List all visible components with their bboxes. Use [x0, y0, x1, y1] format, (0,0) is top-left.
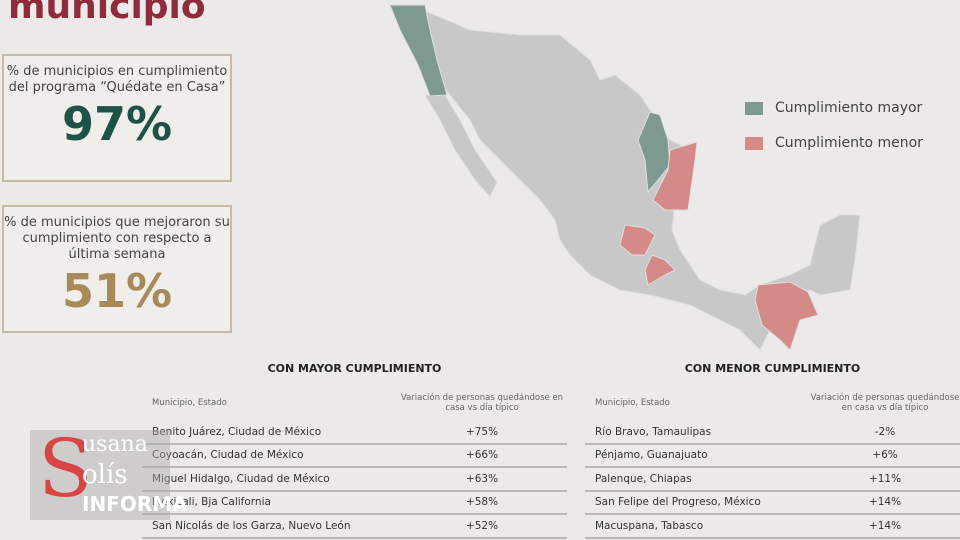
watermark-logo: S usana olís INFORMA	[30, 424, 188, 520]
legend-swatch	[745, 101, 763, 115]
cell: Mexicali, Bja California	[152, 496, 271, 509]
table-header: Municipio, Estado Variación de personas …	[585, 385, 960, 421]
table-row: Macuspana, Tabasco +14%	[585, 515, 960, 539]
cell: -2%	[874, 425, 896, 438]
cell: Río Bravo, Tamaulipas	[595, 425, 712, 438]
map-tamaulipas	[652, 141, 698, 211]
cell: Coyoacán, Ciudad de México	[152, 449, 304, 462]
table-menor-cumplimiento: CON MENOR CUMPLIMIENTO Municipio, Estado…	[585, 362, 960, 539]
table-title: CON MENOR CUMPLIMIENTO	[684, 362, 861, 375]
table-mayor-cumplimiento: CON MAYOR CUMPLIMIENTO Municipio, Estado…	[142, 362, 567, 539]
legend-item-menor: Cumplimiento menor	[745, 135, 923, 151]
legend-swatch	[745, 136, 763, 150]
cell: Miguel Hidalgo, Ciudad de México	[152, 472, 330, 485]
column-header: Municipio, Estado	[595, 398, 670, 408]
stat-label: % de municipios en cumplimiento del prog…	[6, 64, 228, 95]
cell: Pénjamo, Guanajuato	[595, 449, 708, 462]
table-title: CON MAYOR CUMPLIMIENTO	[267, 362, 442, 375]
table-row: Río Bravo, Tamaulipas -2%	[585, 421, 960, 445]
cell: +6%	[872, 449, 898, 462]
watermark-text: usana	[82, 432, 148, 457]
watermark-initial: S	[38, 422, 93, 515]
stat-card-compliance: % de municipios en cumplimiento del prog…	[2, 54, 232, 182]
cell: +14%	[868, 496, 902, 509]
legend-item-mayor: Cumplimiento mayor	[745, 100, 922, 116]
map-baja-california	[389, 4, 448, 97]
cell: +63%	[465, 472, 499, 485]
cell: +66%	[465, 449, 499, 462]
table-row: Palenque, Chiapas +11%	[585, 468, 960, 492]
cell: Macuspana, Tabasco	[595, 519, 704, 532]
cell: San Felipe del Progreso, México	[595, 496, 761, 509]
map-baja-california-sur	[424, 94, 498, 198]
column-header: Variación de personas quedándose en casa…	[810, 393, 960, 413]
map-nuevo-leon	[637, 111, 671, 194]
cell: +58%	[465, 496, 499, 509]
legend-label: Cumplimiento menor	[775, 135, 923, 151]
cell: Benito Juárez, Ciudad de México	[152, 425, 322, 438]
table-row: Mexicali, Bja California +58%	[142, 492, 567, 515]
table-row: Benito Juárez, Ciudad de México +75%	[142, 421, 567, 445]
table-row: Coyoacán, Ciudad de México +66%	[142, 445, 567, 468]
map-estado-de-mexico	[644, 254, 676, 286]
cell: San Nicolás de los Garza, Nuevo León	[152, 519, 351, 532]
column-header: Variación de personas quedándose en casa…	[400, 393, 564, 413]
stat-label: % de municipios que mejoraron su cumplim…	[4, 215, 230, 262]
page-title: municipio	[8, 0, 206, 27]
map-chiapas-tabasco	[754, 281, 819, 351]
table-header: Municipio, Estado Variación de personas …	[142, 385, 567, 421]
stat-value: 51%	[61, 264, 173, 318]
watermark-text: INFORMA	[82, 492, 188, 516]
cell: +52%	[465, 519, 499, 532]
stat-value: 97%	[61, 97, 173, 151]
table-row: Pénjamo, Guanajuato +6%	[585, 445, 960, 468]
table-row: San Nicolás de los Garza, Nuevo León +52%	[142, 515, 567, 539]
table-row: San Felipe del Progreso, México +14%	[585, 492, 960, 515]
column-header: Municipio, Estado	[152, 398, 227, 408]
legend-label: Cumplimiento mayor	[775, 100, 923, 116]
watermark-text: olís	[82, 460, 128, 490]
cell: +14%	[868, 519, 902, 532]
cell: Palenque, Chiapas	[595, 472, 692, 485]
cell: +11%	[868, 472, 902, 485]
stat-card-improved: % de municipios que mejoraron su cumplim…	[2, 205, 232, 333]
table-row: Miguel Hidalgo, Ciudad de México +63%	[142, 468, 567, 492]
map-guanajuato	[619, 224, 656, 256]
cell: +75%	[465, 425, 499, 438]
